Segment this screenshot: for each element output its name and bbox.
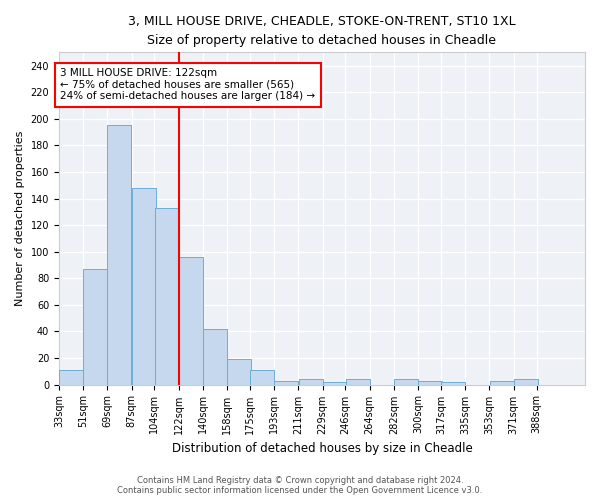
Bar <box>418 380 442 384</box>
X-axis label: Distribution of detached houses by size in Cheadle: Distribution of detached houses by size … <box>172 442 472 455</box>
Bar <box>250 370 274 384</box>
Bar <box>274 380 298 384</box>
Bar <box>490 380 514 384</box>
Bar <box>514 380 538 384</box>
Bar <box>227 360 251 384</box>
Text: 3 MILL HOUSE DRIVE: 122sqm
← 75% of detached houses are smaller (565)
24% of sem: 3 MILL HOUSE DRIVE: 122sqm ← 75% of deta… <box>60 68 316 102</box>
Y-axis label: Number of detached properties: Number of detached properties <box>15 131 25 306</box>
Bar <box>323 382 347 384</box>
Bar <box>299 380 323 384</box>
Bar <box>179 257 203 384</box>
Bar <box>203 329 227 384</box>
Bar <box>346 380 370 384</box>
Bar <box>107 126 131 384</box>
Text: Contains HM Land Registry data © Crown copyright and database right 2024.
Contai: Contains HM Land Registry data © Crown c… <box>118 476 482 495</box>
Bar <box>131 188 155 384</box>
Bar <box>441 382 465 384</box>
Bar <box>83 269 107 384</box>
Bar <box>155 208 179 384</box>
Bar <box>59 370 83 384</box>
Title: 3, MILL HOUSE DRIVE, CHEADLE, STOKE-ON-TRENT, ST10 1XL
Size of property relative: 3, MILL HOUSE DRIVE, CHEADLE, STOKE-ON-T… <box>128 15 516 47</box>
Bar <box>394 380 418 384</box>
